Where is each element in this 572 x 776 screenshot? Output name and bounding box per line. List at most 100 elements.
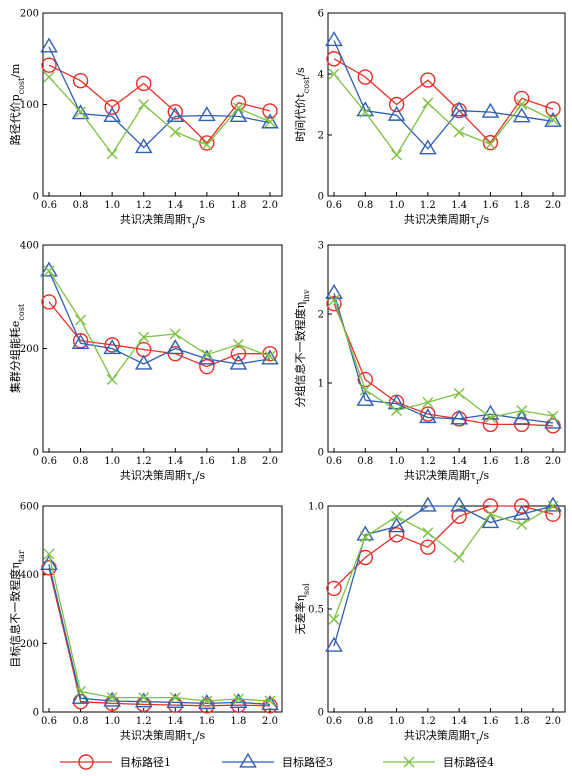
x-tick-label: 0.8 [73,200,89,211]
series-3-point [75,685,87,697]
series-3-point [138,692,150,704]
series-3-point [453,552,465,563]
plot-frame [327,244,566,453]
series-2-point [387,394,406,410]
y-tick-label: 400 [20,241,39,252]
y-tick-label: 4 [318,70,324,81]
series-3-point [43,548,55,560]
x-tick-label: 2.0 [262,200,278,211]
series-line-3 [333,505,554,620]
series-2-point [229,693,248,709]
x-tick-label: 1.0 [389,716,405,727]
y-tick-label: 200 [20,9,39,20]
x-tick-label: 0.8 [357,456,373,467]
series-1-point [545,101,561,117]
series-3-point [75,314,87,326]
x-tick-label: 1.4 [167,456,183,467]
series-2-point [419,408,437,424]
series-line-2 [333,293,554,424]
y-tick-label: 0.5 [308,605,324,616]
x-tick-label: 0.8 [73,716,89,727]
series-3-point [328,613,340,625]
x-tick-label: 1.6 [199,200,215,211]
series-2-point [544,496,562,512]
series-2-point [325,636,343,652]
series-line-3 [48,270,271,381]
series-3-point [169,328,181,340]
x-tick-label: 2.0 [545,200,561,211]
series-2-point [512,409,531,425]
x-tick-label: 1.0 [389,200,405,211]
x-tick-label: 1.4 [451,716,467,727]
x-tick-label: 0.6 [326,456,342,467]
series-3-point [328,68,340,80]
x-tick-label: 1.2 [136,456,152,467]
y-tick-label: 0 [318,192,324,203]
x-tick-label: 1.8 [230,200,246,211]
chart-panel-1: 0 100 200 0.6 0.8 1.0 1.2 1.4 1.6 1.8 2.0 共识决策周期τr/… [9,9,283,230]
series-3-point [106,374,118,386]
series-3-point [201,139,213,151]
y-tick-label: 1 [318,379,324,390]
x-axis-label: 共识决策周期τr/s [404,468,490,486]
series-2-point [103,107,121,123]
series-2-point [166,107,185,123]
series-2-point [450,101,468,117]
legend-item-2: 目标路径3 [222,752,333,769]
series-2-point [481,513,500,529]
y-axis-label: 路径代价pcost/m [9,63,26,145]
x-tick-label: 1.2 [420,200,436,211]
series-3-point [547,410,559,422]
series-1-point [167,104,183,120]
y-tick-label: 200 [20,344,39,355]
x-tick-label: 2.0 [262,716,278,727]
x-tick-label: 1.6 [482,716,498,727]
series-1-point [41,294,57,310]
x-tick-label: 1.2 [420,716,436,727]
series-3-point [547,114,559,126]
x-tick-label: 1.8 [514,200,530,211]
legend-item-1: 目标路径1 [60,754,171,770]
series-2-point [40,261,58,277]
series-3-point [484,508,496,520]
series-1-point [388,527,405,543]
series-1-point [482,498,499,514]
series-1-point [326,51,342,67]
series-3-point [138,331,150,343]
series-1-point [451,508,467,524]
series-1-point [104,99,120,115]
x-tick-label: 1.2 [136,200,152,211]
series-3-point [232,693,244,705]
series-3-point [359,531,371,543]
series-3-point [138,99,150,110]
series-1-point [104,337,120,353]
series-line-1 [333,505,554,589]
series-2-point [134,138,153,154]
series-2-point [40,37,58,53]
series-3-point [391,149,403,161]
y-tick-label: 2 [318,310,324,321]
series-3-point [359,106,371,118]
x-tick-label: 1.6 [482,456,498,467]
y-tick-label: 1.0 [308,502,324,513]
series-line-3 [48,76,271,156]
series-1-point [482,134,499,151]
series-1-point [262,103,278,119]
series-1-point [262,698,278,714]
series-2-point [419,139,437,155]
series-line-1 [48,567,271,707]
x-tick-label: 0.6 [41,456,57,467]
series-3-point [264,116,276,128]
legend-label: 目标路径3 [282,755,333,769]
y-tick-label: 2 [318,131,324,142]
series-3-point [516,519,528,531]
x-tick-label: 1.8 [230,716,246,727]
series-3-point [453,126,465,138]
y-tick-label: 600 [20,502,39,513]
series-2-point [71,688,90,704]
chart-panel-2: 0 2 4 6 0.6 0.8 1.0 1.2 1.4 1.6 1.8 2.0 共识决策周期τr/s 时间… [294,9,566,230]
series-2-point [419,496,437,512]
series-1-point [199,358,215,375]
